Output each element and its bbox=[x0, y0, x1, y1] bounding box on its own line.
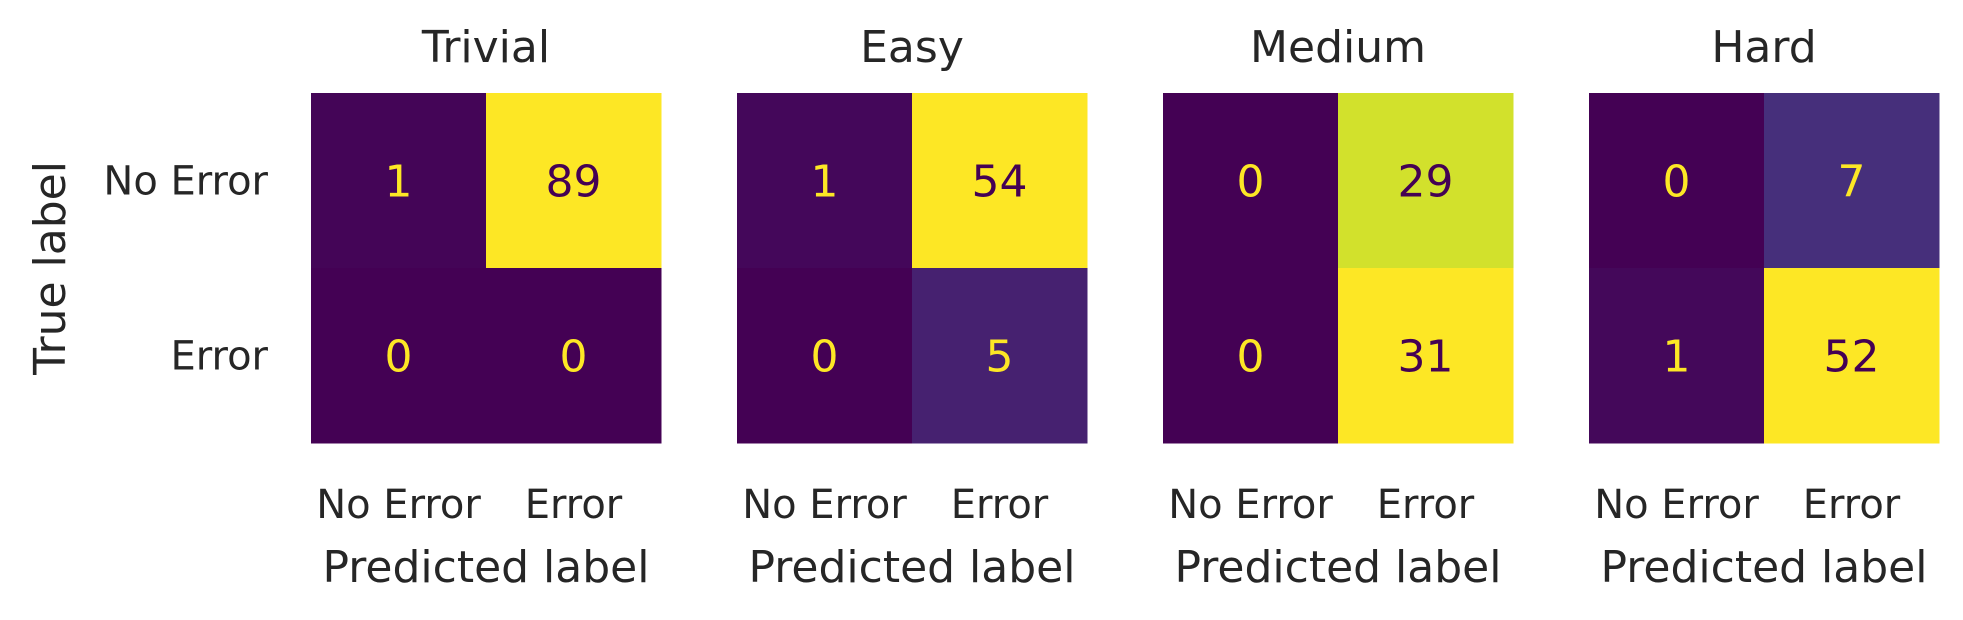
heatmap-cell bbox=[912, 268, 1088, 444]
x-tick-label: No Error bbox=[742, 482, 907, 528]
heatmap-cell bbox=[1589, 268, 1765, 444]
cell-value: 0 bbox=[1237, 157, 1265, 208]
panel-title: Trivial bbox=[421, 22, 550, 73]
cell-value: 7 bbox=[1838, 157, 1866, 208]
panel-title: Medium bbox=[1250, 22, 1426, 73]
heatmap-cell bbox=[486, 268, 662, 444]
y-tick-label: No Error bbox=[103, 159, 268, 205]
heatmap-cell bbox=[1163, 93, 1339, 269]
x-axis-label: Predicted label bbox=[749, 542, 1076, 593]
cell-value: 0 bbox=[385, 332, 413, 383]
heatmap-cell bbox=[1163, 268, 1339, 444]
heatmap-cell bbox=[1338, 268, 1514, 444]
cell-value: 1 bbox=[385, 157, 413, 208]
x-tick-label: No Error bbox=[1594, 482, 1759, 528]
panel-title: Easy bbox=[860, 22, 964, 73]
cell-value: 0 bbox=[560, 332, 588, 383]
cell-value: 29 bbox=[1398, 157, 1454, 208]
panels-group: No Error Error Trivial 1 89 0 0 No Error Error Pr… bbox=[103, 22, 1940, 593]
x-axis-label: Predicted label bbox=[1175, 542, 1502, 593]
cell-value: 0 bbox=[811, 332, 839, 383]
heatmap-cell bbox=[1338, 93, 1514, 269]
x-axis-label: Predicted label bbox=[1601, 542, 1928, 593]
heatmap-cell bbox=[486, 93, 662, 269]
cell-value: 89 bbox=[546, 157, 602, 208]
cell-value: 1 bbox=[811, 157, 839, 208]
heatmap-cell bbox=[1589, 93, 1765, 269]
y-tick-label: Error bbox=[171, 334, 269, 380]
x-tick-label: No Error bbox=[316, 482, 481, 528]
heatmap-cell bbox=[311, 93, 487, 269]
x-tick-label: Error bbox=[1377, 482, 1475, 528]
heatmap-cell bbox=[737, 93, 913, 269]
heatmap-cell bbox=[1764, 268, 1940, 444]
x-tick-label: No Error bbox=[1168, 482, 1333, 528]
x-tick-label: Error bbox=[525, 482, 623, 528]
cell-value: 52 bbox=[1824, 332, 1880, 383]
cell-value: 54 bbox=[972, 157, 1028, 208]
heatmap-cell bbox=[311, 268, 487, 444]
x-tick-label: Error bbox=[1803, 482, 1901, 528]
heatmap-cell bbox=[912, 93, 1088, 269]
cell-value: 0 bbox=[1663, 157, 1691, 208]
cell-value: 5 bbox=[986, 332, 1014, 383]
heatmap-cell bbox=[737, 268, 913, 444]
heatmap-cell bbox=[1764, 93, 1940, 269]
cell-value: 1 bbox=[1663, 332, 1691, 383]
panel-title: Hard bbox=[1711, 22, 1816, 73]
x-axis-label: Predicted label bbox=[323, 542, 650, 593]
x-tick-label: Error bbox=[951, 482, 1049, 528]
cell-value: 0 bbox=[1237, 332, 1265, 383]
cell-value: 31 bbox=[1398, 332, 1454, 383]
y-axis-label: True label bbox=[25, 161, 76, 376]
